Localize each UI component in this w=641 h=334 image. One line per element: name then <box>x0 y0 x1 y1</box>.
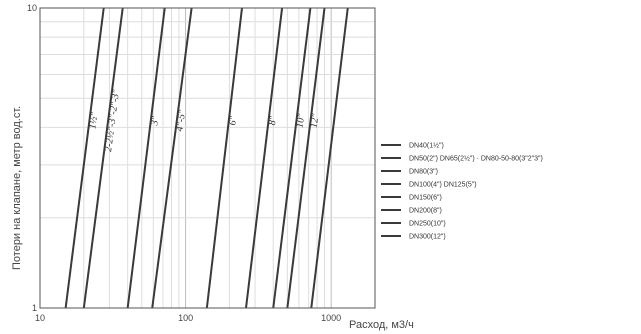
series-line <box>286 7 326 309</box>
legend-entry: DN40(1½") <box>409 142 444 150</box>
legend-entry: DN250(10") <box>409 221 446 228</box>
grid <box>40 8 375 308</box>
series-line-label: 8" <box>267 115 279 126</box>
series-line <box>151 7 193 309</box>
series-line-label: 6" <box>227 115 239 126</box>
series-line <box>310 7 349 309</box>
series-line <box>205 7 243 309</box>
x-tick-label: 1000 <box>321 313 341 323</box>
x-axis-label: Расход, м3/ч <box>349 319 414 331</box>
y-tick-label: 10 <box>27 3 37 13</box>
series-line-label: 3" <box>149 115 161 127</box>
legend: DN40(1½") DN50(2") DN65(2½") · DN80-50-80… <box>381 142 543 241</box>
legend-entry: DN50(2") DN65(2½") · DN80-50-80(3"2"3") <box>409 155 543 163</box>
series-line <box>272 7 312 309</box>
x-tick-label: 100 <box>178 313 193 323</box>
series-line-label: 2-2½"-3"-2"-3" <box>103 88 122 152</box>
legend-entry: DN150(6") <box>409 195 442 202</box>
series-line <box>126 7 166 309</box>
series-line-label: 12" <box>309 112 322 128</box>
series-line-label: 4"-5" <box>174 108 188 132</box>
y-axis-label: Потери на клапане, метр вод.ст. <box>11 106 23 270</box>
series-line <box>245 7 284 309</box>
line-labels: 1½" 2-2½"-3"-2"-3" 3" 4"-5" 6" 8" 10" 12" <box>87 88 321 152</box>
y-tick-label: 1 <box>32 303 37 313</box>
series-line-label: 1½" <box>87 111 100 130</box>
legend-entry: DN80(3") <box>409 169 438 176</box>
series-lines <box>64 7 349 309</box>
legend-entry: DN100(4") DN125(5") <box>409 182 477 189</box>
legend-entry: DN200(8") <box>409 208 442 215</box>
series-line-label: 10" <box>295 112 308 128</box>
series-line <box>64 7 105 309</box>
series-line <box>82 7 124 309</box>
legend-entry: DN300(12") <box>409 234 446 241</box>
plot-frame <box>39 7 376 309</box>
x-tick-label: 10 <box>35 313 45 323</box>
